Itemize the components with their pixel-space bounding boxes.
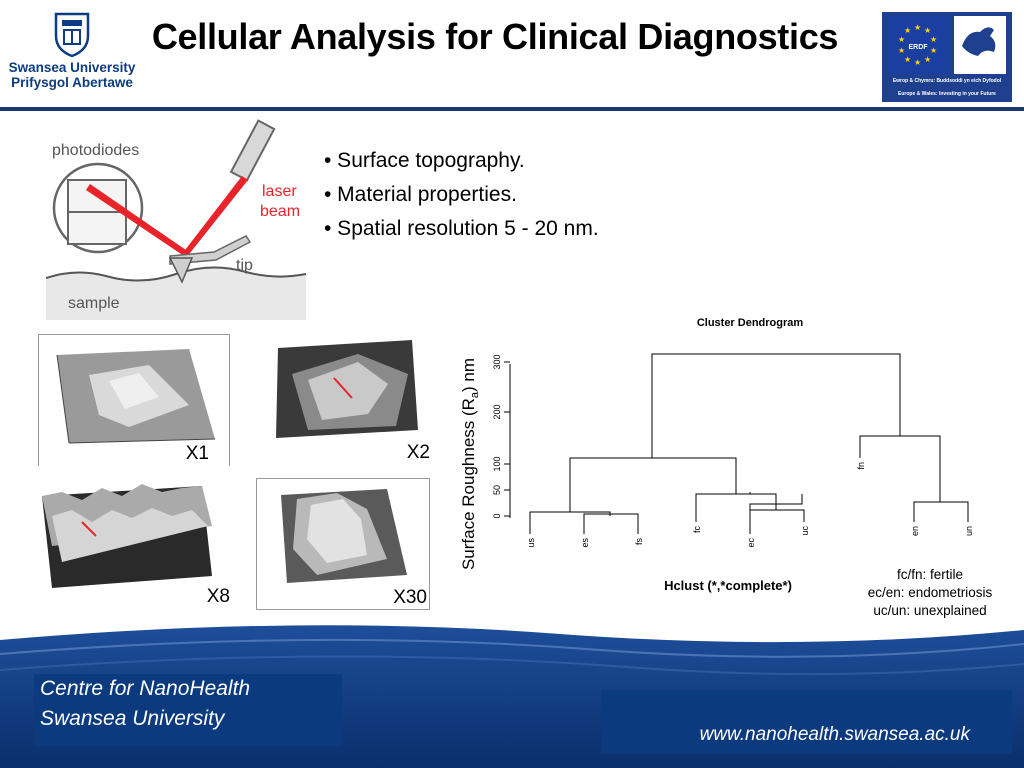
afm-scan-x1: X1 bbox=[38, 334, 230, 468]
leaf-label: un bbox=[964, 526, 974, 536]
erdf-welsh-tagline: Ewrop & Chymru: Buddsoddi yn eich Dyfodo… bbox=[892, 78, 1002, 84]
university-crest-icon bbox=[54, 12, 90, 58]
centre-name-line2: Swansea University bbox=[40, 707, 225, 730]
svg-text:★: ★ bbox=[914, 23, 921, 32]
y-tick-label: 100 bbox=[492, 456, 502, 471]
website-box: www.nanohealth.swansea.ac.uk bbox=[601, 690, 1012, 754]
dendrogram-legend: fc/fn: fertile ec/en: endometriosis uc/u… bbox=[850, 566, 1010, 620]
afm-scan-x8: X8 bbox=[12, 466, 238, 608]
y-tick-label: 50 bbox=[492, 485, 502, 495]
svg-text:★: ★ bbox=[924, 55, 931, 64]
leaf-label: us bbox=[526, 538, 536, 548]
afm-schematic: photodiodes laser beam tip sample bbox=[46, 118, 306, 320]
legend-entry: uc/un: unexplained bbox=[873, 603, 987, 618]
header-divider bbox=[0, 107, 1024, 111]
svg-text:★: ★ bbox=[930, 35, 937, 44]
svg-text:★: ★ bbox=[930, 46, 937, 55]
afm-scan-x2: X2 bbox=[268, 334, 438, 466]
scan-magnification-label: X30 bbox=[393, 587, 427, 608]
beam-label: beam bbox=[260, 203, 300, 220]
bullet-item: • Material properties. bbox=[324, 183, 517, 206]
bullet-item: • Spatial resolution 5 - 20 nm. bbox=[324, 217, 599, 240]
leaf-label: es bbox=[580, 538, 590, 548]
website-link[interactable]: www.nanohealth.swansea.ac.uk bbox=[699, 724, 970, 745]
leaf-label: fc bbox=[692, 526, 702, 534]
leaf-label: en bbox=[910, 526, 920, 536]
scan-magnification-label: X1 bbox=[185, 443, 209, 464]
dendrogram-ylabel: Surface Roughness (Ra) nm bbox=[459, 358, 481, 570]
scan-magnification-label: X8 bbox=[206, 586, 230, 607]
y-tick-label: 200 bbox=[492, 404, 502, 419]
photodiodes-label: photodiodes bbox=[52, 142, 139, 159]
dendrogram-xlabel: Hclust (*,*complete*) bbox=[664, 578, 792, 593]
sample-label: sample bbox=[68, 295, 120, 312]
bullet-item: • Surface topography. bbox=[324, 149, 525, 172]
university-name-english: Swansea University bbox=[8, 60, 136, 75]
tip-label: tip bbox=[236, 257, 253, 274]
swansea-university-logo: Swansea University Prifysgol Abertawe bbox=[6, 10, 138, 100]
y-tick-label: 300 bbox=[492, 354, 502, 369]
leaf-label: fs bbox=[634, 538, 644, 546]
cluster-dendrogram: Cluster Dendrogram Surface Roughness (Ra… bbox=[459, 317, 974, 593]
laser-label: laser bbox=[262, 183, 297, 200]
svg-text:★: ★ bbox=[914, 58, 921, 67]
dendrogram-title: Cluster Dendrogram bbox=[697, 317, 804, 329]
university-name-welsh: Prifysgol Abertawe bbox=[11, 75, 133, 90]
welsh-dragon-icon bbox=[954, 16, 1006, 74]
centre-name-box: Centre for NanoHealth Swansea University bbox=[34, 674, 342, 746]
erdf-text: ERDF bbox=[908, 44, 928, 51]
svg-text:★: ★ bbox=[898, 46, 905, 55]
afm-scan-x30: X30 bbox=[256, 478, 430, 610]
erdf-english-tagline: Europe & Wales: Investing in your Future bbox=[898, 91, 996, 97]
leaf-label: fn bbox=[856, 462, 866, 470]
y-tick-label: 0 bbox=[492, 513, 502, 518]
erdf-logo: ★ ★ ★ ★ ★ ★ ★ ★ ★ ★ ERDF Ewrop & Chymru: Budds… bbox=[882, 12, 1012, 102]
eu-flag-icon: ★ ★ ★ ★ ★ ★ ★ ★ ★ ★ ERDF bbox=[888, 16, 948, 74]
svg-text:★: ★ bbox=[904, 55, 911, 64]
page-title: Cellular Analysis for Clinical Diagnosti… bbox=[151, 16, 839, 57]
scan-magnification-label: X2 bbox=[406, 442, 430, 463]
feature-bullet-list: • Surface topography. • Material propert… bbox=[324, 146, 599, 248]
centre-name-line1: Centre for NanoHealth bbox=[40, 677, 251, 700]
leaf-label: ec bbox=[746, 538, 756, 548]
svg-text:★: ★ bbox=[898, 35, 905, 44]
legend-entry: ec/en: endometriosis bbox=[867, 585, 993, 600]
svg-text:★: ★ bbox=[904, 26, 911, 35]
leaf-label: uc bbox=[800, 526, 810, 536]
legend-entry: fc/fn: fertile bbox=[896, 567, 964, 582]
svg-text:★: ★ bbox=[924, 26, 931, 35]
